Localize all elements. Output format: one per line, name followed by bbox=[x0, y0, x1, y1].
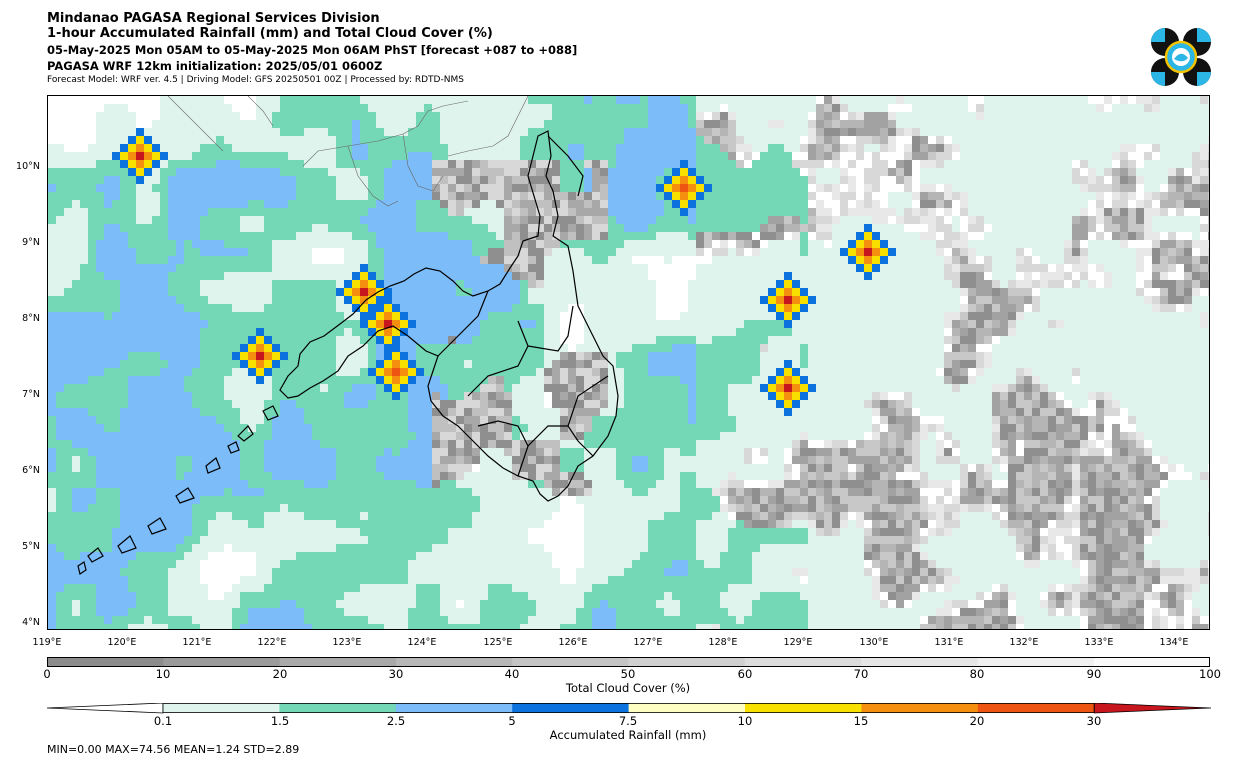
lon-label-126: 126°E bbox=[558, 637, 588, 648]
lat-label-10: 10°N bbox=[16, 161, 40, 172]
rain-colorbar-segment bbox=[279, 703, 397, 713]
cloud-tick-60: 60 bbox=[737, 667, 753, 681]
lat-label-7: 7°N bbox=[22, 389, 40, 400]
rain-colorbar-segment bbox=[745, 703, 862, 713]
forecast-map bbox=[47, 95, 1210, 630]
lon-label-134: 134°E bbox=[1159, 637, 1189, 648]
lat-label-9: 9°N bbox=[22, 237, 40, 248]
lon-label-127: 127°E bbox=[633, 637, 663, 648]
cloud-colorbar-segment bbox=[1093, 657, 1211, 667]
cloud-tick-30: 30 bbox=[388, 667, 404, 681]
cloud-tick-80: 80 bbox=[969, 667, 985, 681]
cloud-colorbar-segment bbox=[861, 657, 978, 667]
lat-label-5: 5°N bbox=[22, 541, 40, 552]
rain-colorbar-segment bbox=[861, 703, 979, 713]
title-line-2: 1-hour Accumulated Rainfall (mm) and Tot… bbox=[47, 26, 493, 41]
rain-hotspot bbox=[232, 328, 288, 384]
rain-hotspot bbox=[112, 128, 168, 184]
rain-tick-15: 15 bbox=[853, 714, 869, 728]
cloud-tick-90: 90 bbox=[1086, 667, 1102, 681]
rain-tick-10: 10 bbox=[737, 714, 753, 728]
rain-hotspot bbox=[760, 272, 816, 328]
rain-colorbar-title: Accumulated Rainfall (mm) bbox=[549, 728, 707, 742]
rain-hotspot bbox=[336, 264, 392, 320]
rain-tick-30: 30 bbox=[1086, 714, 1102, 728]
rain-tick-5: 5 bbox=[508, 714, 516, 728]
title-line-1: Mindanao PAGASA Regional Services Divisi… bbox=[47, 11, 380, 26]
rain-tick-0.1: 0.1 bbox=[153, 714, 173, 728]
cloud-colorbar-segment bbox=[977, 657, 1095, 667]
rain-hotspot bbox=[368, 344, 424, 400]
lon-label-123: 123°E bbox=[332, 637, 362, 648]
rain-tick-20: 20 bbox=[969, 714, 985, 728]
rainfall-cloud-grid bbox=[48, 96, 1209, 629]
lon-label-124: 124°E bbox=[407, 637, 437, 648]
lon-label-132: 132°E bbox=[1009, 637, 1039, 648]
rain-colorbar-segment bbox=[977, 703, 1095, 713]
rain-hotspot bbox=[760, 360, 816, 416]
cloud-colorbar-title: Total Cloud Cover (%) bbox=[565, 681, 691, 695]
lon-label-122: 122°E bbox=[257, 637, 287, 648]
model-info-line: Forecast Model: WRF ver. 4.5 | Driving M… bbox=[47, 75, 464, 85]
rain-colorbar-max-extension bbox=[1093, 703, 1212, 714]
lon-label-119: 119°E bbox=[32, 637, 62, 648]
cloud-tick-50: 50 bbox=[620, 667, 636, 681]
lon-label-130: 130°E bbox=[859, 637, 889, 648]
lat-label-4: 4°N bbox=[22, 617, 40, 628]
lat-label-8: 8°N bbox=[22, 313, 40, 324]
coastline-outlines bbox=[77, 130, 619, 575]
cloud-tick-10: 10 bbox=[155, 667, 171, 681]
rain-tick-2.5: 2.5 bbox=[386, 714, 406, 728]
pagasa-logo bbox=[1151, 28, 1211, 86]
statistics-line: MIN=0.00 MAX=74.56 MEAN=1.24 STD=2.89 bbox=[47, 743, 300, 756]
cloud-colorbar-segment bbox=[512, 657, 629, 667]
cloud-cover-colorbar bbox=[47, 657, 1211, 667]
lon-label-128: 128°E bbox=[708, 637, 738, 648]
rain-colorbar-segment bbox=[395, 703, 513, 713]
initialization-line: PAGASA WRF 12km initialization: 2025/05/… bbox=[47, 59, 383, 73]
cloud-colorbar-segment bbox=[744, 657, 862, 667]
cloud-colorbar-segment bbox=[47, 657, 164, 667]
lon-label-121: 121°E bbox=[182, 637, 212, 648]
rain-colorbar-segment bbox=[163, 703, 280, 713]
cloud-tick-0: 0 bbox=[43, 667, 51, 681]
valid-time-line: 05-May-2025 Mon 05AM to 05-May-2025 Mon … bbox=[47, 43, 578, 57]
lat-label-6: 6°N bbox=[22, 465, 40, 476]
rainfall-colorbar bbox=[46, 703, 1212, 714]
cloud-tick-70: 70 bbox=[853, 667, 869, 681]
rain-colorbar-segment bbox=[512, 703, 630, 713]
cloud-tick-20: 20 bbox=[272, 667, 288, 681]
rain-tick-1.5: 1.5 bbox=[270, 714, 290, 728]
rain-hotspot bbox=[656, 160, 712, 216]
lon-label-133: 133°E bbox=[1084, 637, 1114, 648]
lon-label-125: 125°E bbox=[483, 637, 513, 648]
rain-hotspot bbox=[840, 224, 896, 280]
cloud-tick-100: 100 bbox=[1199, 667, 1221, 681]
cloud-tick-40: 40 bbox=[504, 667, 520, 681]
cloud-colorbar-segment bbox=[628, 657, 746, 667]
rain-colorbar-segment bbox=[628, 703, 746, 713]
lon-label-120: 120°E bbox=[107, 637, 137, 648]
cloud-colorbar-segment bbox=[395, 657, 513, 667]
lon-label-129: 129°E bbox=[783, 637, 813, 648]
lon-label-131: 131°E bbox=[934, 637, 964, 648]
rain-hotspot bbox=[360, 296, 416, 352]
rain-colorbar-min-extension bbox=[46, 703, 164, 714]
rain-tick-7.5: 7.5 bbox=[618, 714, 638, 728]
cloud-colorbar-segment bbox=[279, 657, 397, 667]
cloud-colorbar-segment bbox=[163, 657, 281, 667]
